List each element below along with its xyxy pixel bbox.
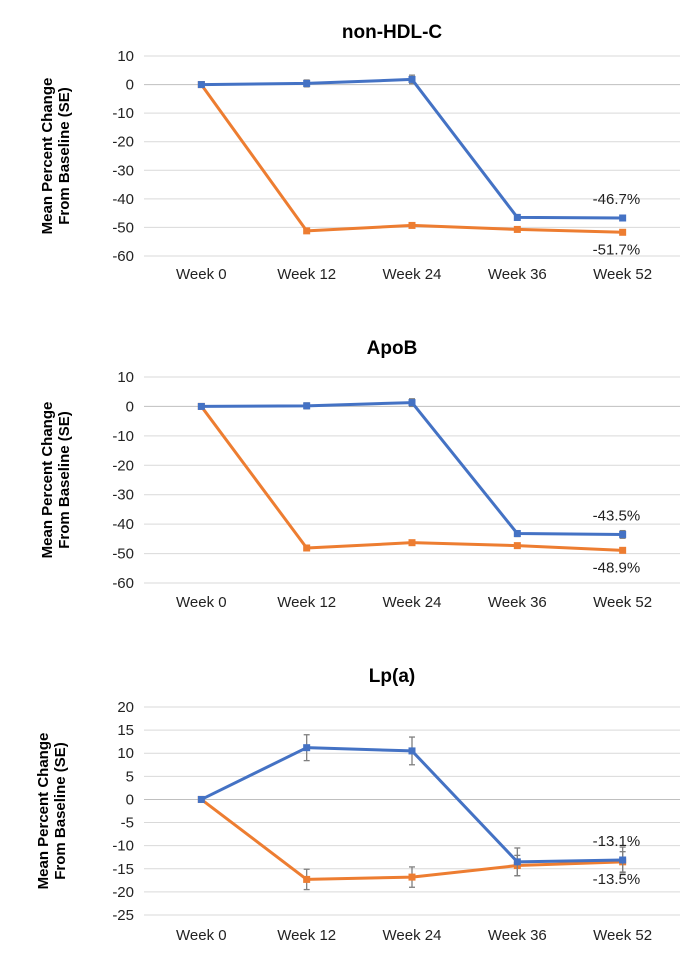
data-annotation: -13.1% xyxy=(593,833,641,850)
data-point-orange xyxy=(513,225,521,233)
chart-title: ApoB xyxy=(367,338,418,359)
series-line-orange xyxy=(200,83,623,234)
data-point-blue xyxy=(408,747,416,755)
data-annotation: -13.5% xyxy=(593,871,641,888)
x-category-label: Week 12 xyxy=(277,266,336,283)
y-tick-label: -50 xyxy=(112,219,134,236)
y-axis-title: From Baseline (SE) xyxy=(52,742,69,880)
data-point-blue xyxy=(408,75,416,83)
x-category-label: Week 0 xyxy=(176,266,227,283)
y-tick-label: 0 xyxy=(126,398,134,415)
y-tick-label: -20 xyxy=(112,884,134,901)
x-category-label: Week 36 xyxy=(488,594,547,611)
chart-title: non-HDL-C xyxy=(342,22,443,43)
y-tick-label: -5 xyxy=(121,815,134,832)
data-point-orange xyxy=(408,221,416,229)
x-category-label: Week 24 xyxy=(383,266,442,283)
data-point-orange xyxy=(303,544,311,552)
y-axis-title: Mean Percent Change xyxy=(39,402,56,559)
x-category-label: Week 12 xyxy=(277,927,336,944)
chart-title: Lp(a) xyxy=(369,666,415,687)
y-tick-label: -10 xyxy=(112,838,134,855)
x-category-label: Week 24 xyxy=(383,594,442,611)
y-axis-title: Mean Percent Change xyxy=(39,78,56,235)
y-tick-label: 0 xyxy=(126,791,134,808)
y-tick-label: 20 xyxy=(117,699,134,716)
y-tick-label: 10 xyxy=(117,48,134,65)
data-point-blue xyxy=(197,795,205,803)
data-point-blue xyxy=(513,530,521,538)
y-axis-title: Mean Percent Change xyxy=(35,733,52,890)
series-line-orange xyxy=(200,405,623,552)
data-point-blue xyxy=(303,744,311,752)
series-line-blue xyxy=(201,401,623,536)
chart-panel-1: non-HDL-C Mean Percent Change From Baselin… xyxy=(39,22,680,283)
data-point-blue xyxy=(303,79,311,87)
data-point-orange xyxy=(303,227,311,235)
x-category-label: Week 12 xyxy=(277,594,336,611)
data-point-orange xyxy=(303,875,311,883)
data-point-blue xyxy=(513,858,521,866)
x-category-label: Week 0 xyxy=(176,927,227,944)
y-tick-label: -20 xyxy=(112,134,134,151)
y-tick-label: -10 xyxy=(112,428,134,445)
y-tick-label: 10 xyxy=(117,369,134,386)
data-point-orange xyxy=(513,542,521,550)
y-tick-label: -30 xyxy=(112,487,134,504)
y-tick-label: -40 xyxy=(112,191,134,208)
x-category-label: Week 24 xyxy=(383,927,442,944)
y-tick-label: -50 xyxy=(112,546,134,563)
data-point-orange xyxy=(619,546,627,554)
chart-panel-2: ApoB Mean Percent Change From Baseline (SE… xyxy=(39,338,680,611)
data-point-blue xyxy=(619,530,627,538)
data-point-blue xyxy=(303,402,311,410)
series-line-blue xyxy=(201,77,623,220)
data-point-blue xyxy=(408,399,416,407)
x-category-label: Week 52 xyxy=(593,266,652,283)
data-annotation: -51.7% xyxy=(593,241,641,258)
x-category-label: Week 36 xyxy=(488,266,547,283)
data-point-blue xyxy=(197,402,205,410)
chart-panel-3: Lp(a) Mean Percent Change From Baseline (S… xyxy=(35,666,680,944)
y-tick-label: 15 xyxy=(117,722,134,739)
data-annotation: -48.9% xyxy=(593,559,641,576)
y-tick-label: 10 xyxy=(117,745,134,762)
y-tick-label: -60 xyxy=(112,575,134,592)
y-tick-label: -10 xyxy=(112,105,134,122)
y-tick-label: -15 xyxy=(112,861,134,878)
y-tick-label: -40 xyxy=(112,516,134,533)
y-axis-title: From Baseline (SE) xyxy=(56,411,73,549)
y-tick-label: -20 xyxy=(112,457,134,474)
data-point-blue xyxy=(513,213,521,221)
y-tick-label: 0 xyxy=(126,77,134,94)
data-annotation: -46.7% xyxy=(593,191,641,208)
x-category-label: Week 52 xyxy=(593,594,652,611)
x-category-label: Week 0 xyxy=(176,594,227,611)
data-annotation: -43.5% xyxy=(593,507,641,524)
data-point-orange xyxy=(408,539,416,547)
data-point-blue xyxy=(197,81,205,89)
x-category-label: Week 36 xyxy=(488,927,547,944)
data-point-blue xyxy=(619,214,627,222)
y-tick-label: -25 xyxy=(112,907,134,924)
y-tick-label: 5 xyxy=(126,768,134,785)
x-category-label: Week 52 xyxy=(593,927,652,944)
data-point-orange xyxy=(619,228,627,236)
y-tick-label: -30 xyxy=(112,162,134,179)
data-point-orange xyxy=(408,873,416,881)
data-point-blue xyxy=(619,856,627,864)
y-axis-title: From Baseline (SE) xyxy=(56,87,73,225)
y-tick-label: -60 xyxy=(112,248,134,265)
